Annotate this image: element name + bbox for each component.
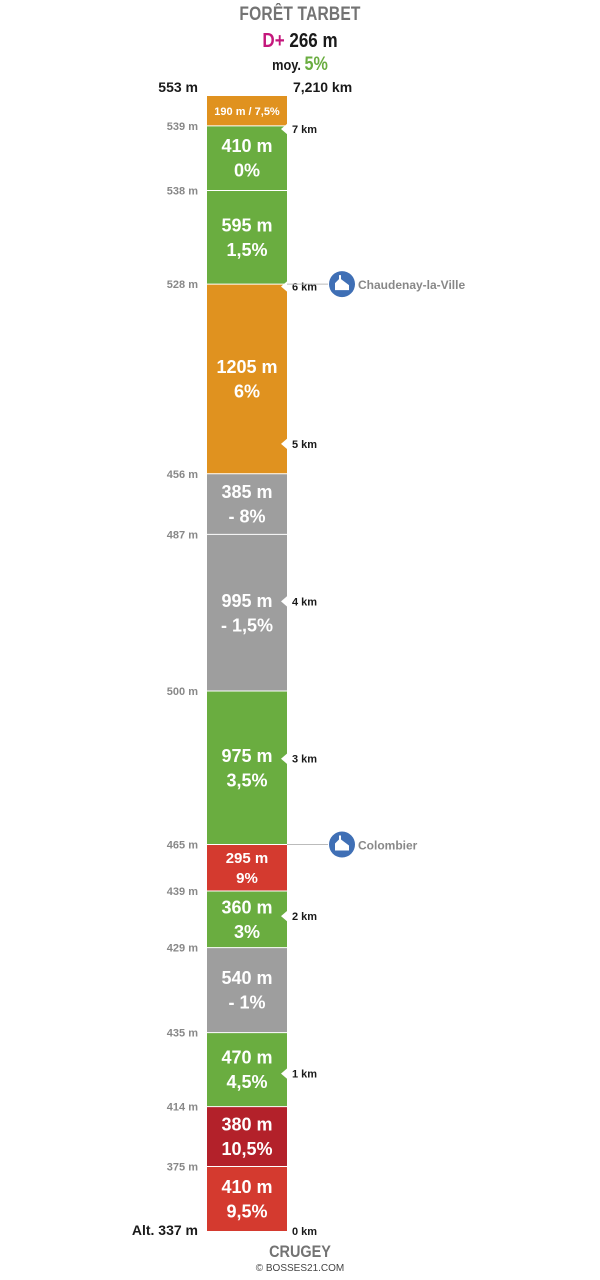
km-label: 0 km bbox=[292, 1226, 317, 1238]
copyright: © BOSSES21.COM bbox=[255, 1263, 345, 1274]
km-notch bbox=[281, 595, 288, 608]
km-notch bbox=[281, 910, 288, 923]
segment-length-label: 540 m bbox=[221, 968, 272, 988]
segment-grade-label: - 1% bbox=[228, 993, 265, 1013]
segment-bar bbox=[207, 473, 287, 535]
km-label: 3 km bbox=[292, 754, 317, 766]
segment-bar bbox=[207, 1106, 287, 1167]
altitude-tick-label: 528 m bbox=[167, 279, 198, 291]
average-grade: moy. 5% bbox=[45, 54, 555, 76]
elevation-gain-prefix: D+ bbox=[262, 30, 285, 52]
segment-length-label: 975 m bbox=[221, 746, 272, 766]
segment-bar bbox=[207, 284, 287, 474]
km-notch bbox=[281, 123, 288, 136]
segment-label: 190 m / 7,5% bbox=[214, 106, 280, 118]
segment-grade-label: 3,5% bbox=[226, 770, 267, 790]
segment-bar bbox=[207, 125, 287, 191]
segment-bar bbox=[207, 890, 287, 948]
km-label: 6 km bbox=[292, 281, 317, 293]
church-glyph bbox=[335, 275, 349, 291]
village-name: Chaudenay-la-Ville bbox=[358, 278, 465, 292]
altitude-tick-label: 456 m bbox=[167, 469, 198, 481]
km-notch bbox=[281, 1067, 288, 1080]
segment-grade-label: - 8% bbox=[228, 507, 265, 527]
segment-bar bbox=[207, 691, 287, 845]
altitude-tick-label: 414 m bbox=[167, 1102, 198, 1114]
segment-grade-label: 9,5% bbox=[226, 1201, 267, 1221]
segment-length-label: 1205 m bbox=[216, 357, 277, 377]
km-label: 2 km bbox=[292, 911, 317, 923]
altitude-tick-label: 538 m bbox=[167, 185, 198, 197]
segment-bar bbox=[207, 1166, 287, 1231]
km-label: 7 km bbox=[292, 124, 317, 136]
average-grade-label: moy. bbox=[272, 57, 301, 74]
segment-bar bbox=[207, 190, 287, 285]
segment-length-label: 295 m bbox=[226, 850, 269, 867]
segment-length-label: 385 m bbox=[221, 482, 272, 502]
elevation-gain: D+ 266 m bbox=[45, 30, 555, 53]
segment-bar bbox=[207, 844, 287, 891]
km-notch bbox=[281, 752, 288, 765]
altitude-tick-label: 465 m bbox=[167, 840, 198, 852]
segment-length-label: 410 m bbox=[221, 136, 272, 156]
climb-title: FORÊT TARBET bbox=[239, 4, 361, 25]
segment-grade-label: 10,5% bbox=[221, 1139, 272, 1159]
segment-bar bbox=[207, 1032, 287, 1107]
total-distance-label: 7,210 km bbox=[293, 79, 352, 95]
segment-grade-label: - 1,5% bbox=[221, 615, 273, 635]
altitude-tick-label: 375 m bbox=[167, 1161, 198, 1173]
segment-grade-label: 4,5% bbox=[226, 1072, 267, 1092]
segment-length-label: 595 m bbox=[221, 215, 272, 235]
church-glyph bbox=[335, 835, 349, 851]
segment-bar bbox=[207, 96, 287, 126]
altitude-tick-label: 429 m bbox=[167, 943, 198, 955]
segment-length-label: 470 m bbox=[221, 1048, 272, 1068]
elevation-gain-value: 266 m bbox=[289, 30, 338, 52]
segment-bar bbox=[207, 947, 287, 1033]
segment-length-label: 380 m bbox=[221, 1115, 272, 1135]
segment-grade-label: 9% bbox=[236, 870, 258, 887]
km-notch bbox=[281, 280, 288, 293]
km-label: 4 km bbox=[292, 596, 317, 608]
segment-length-label: 410 m bbox=[221, 1177, 272, 1197]
altitude-tick-label: 439 m bbox=[167, 886, 198, 898]
km-label: 5 km bbox=[292, 439, 317, 451]
altitude-tick-label: 500 m bbox=[167, 686, 198, 698]
average-grade-value: 5% bbox=[304, 54, 328, 75]
altitude-tick-label: 487 m bbox=[167, 529, 198, 541]
start-place: CRUGEY bbox=[269, 1242, 331, 1261]
altitude-tick-label: 435 m bbox=[167, 1028, 198, 1040]
summit-altitude-label: 553 m bbox=[158, 79, 198, 95]
segment-length-label: 995 m bbox=[221, 591, 272, 611]
segment-grade-label: 0% bbox=[234, 161, 260, 181]
segment-grade-label: 1,5% bbox=[226, 240, 267, 260]
km-label: 1 km bbox=[292, 1069, 317, 1081]
km-notch bbox=[281, 437, 288, 450]
segment-bar bbox=[207, 534, 287, 692]
segment-length-label: 360 m bbox=[221, 897, 272, 917]
village-name: Colombier bbox=[358, 839, 418, 853]
altitude-tick-label: Alt. 337 m bbox=[132, 1222, 198, 1238]
altitude-tick-label: 539 m bbox=[167, 121, 198, 133]
segment-grade-label: 3% bbox=[234, 922, 260, 942]
segment-grade-label: 6% bbox=[234, 382, 260, 402]
